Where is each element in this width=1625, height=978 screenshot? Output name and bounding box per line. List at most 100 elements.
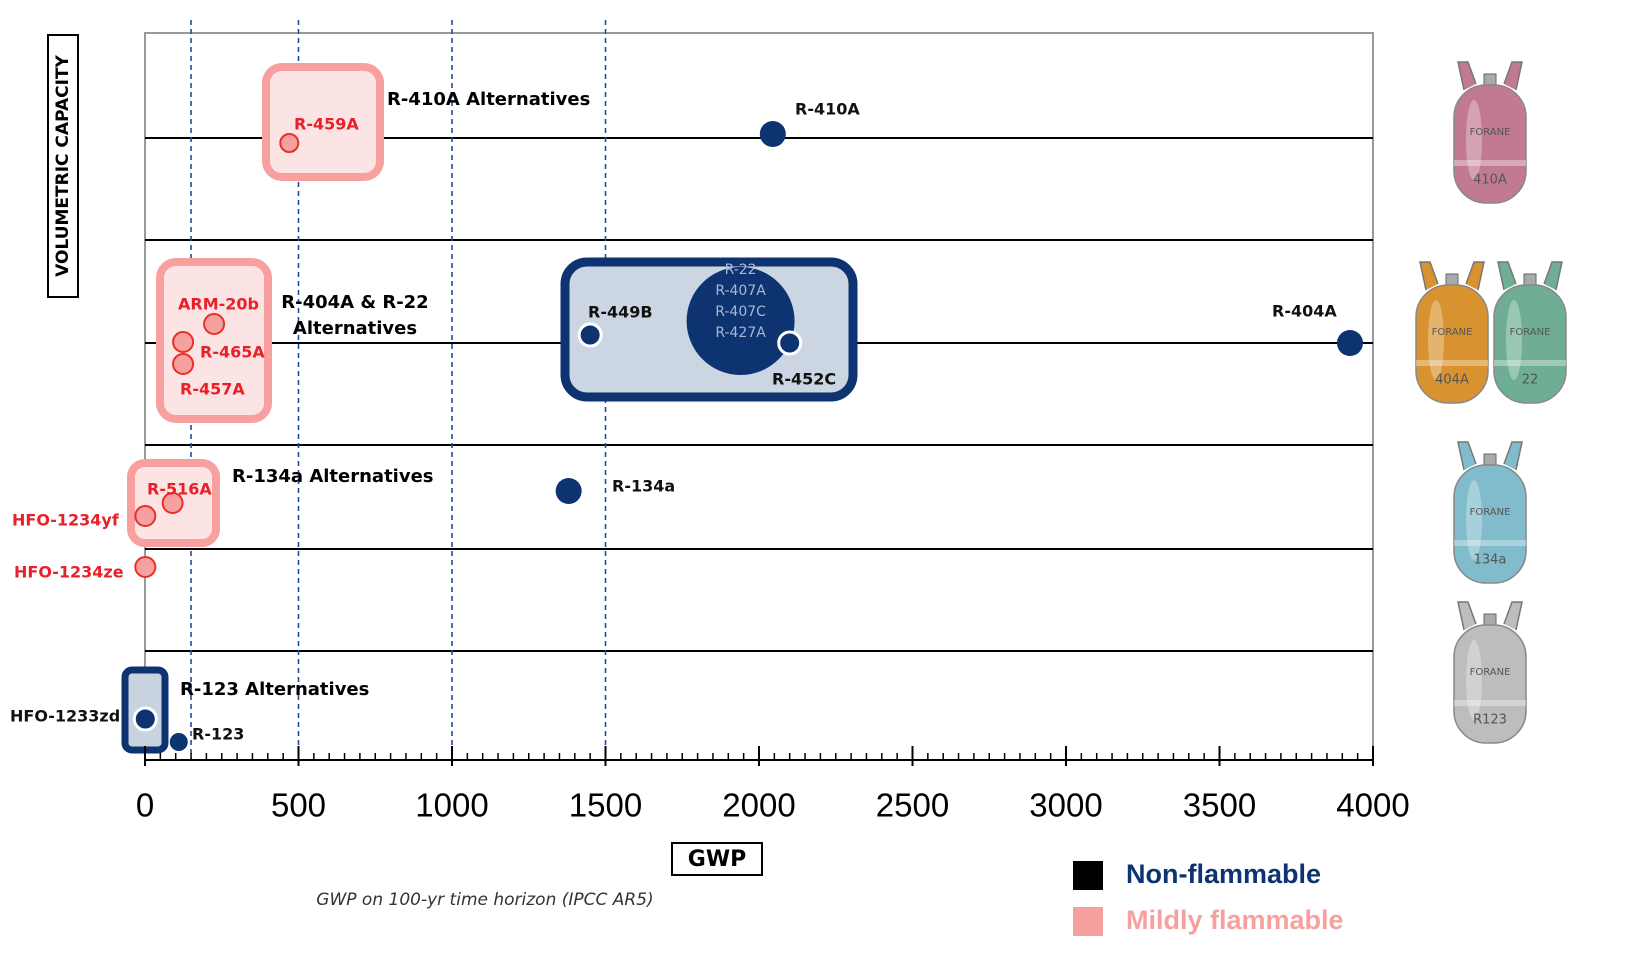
cylinder-handle	[1497, 261, 1563, 291]
cylinder-body	[1415, 284, 1489, 404]
point-label: ARM-20b	[178, 295, 259, 314]
x-tick-label: 2000	[722, 787, 795, 824]
legend: Non-flammable Mildly flammable	[1073, 859, 1344, 936]
group-labels: R-410A Alternatives R-404A & R-22 Alternat…	[180, 89, 590, 700]
cylinder: FORANE 134a	[1453, 441, 1527, 584]
cylinder-body	[1453, 624, 1527, 744]
cylinder-band	[1454, 700, 1526, 706]
cluster-label: R-407A	[715, 283, 766, 299]
cluster-label: R-22	[725, 262, 757, 278]
cluster-label: R-427A	[715, 325, 766, 341]
group-label: R-410A Alternatives	[387, 89, 590, 110]
point	[134, 505, 157, 527]
cylinder-band	[1416, 360, 1488, 366]
data-marks: R-22 R-407A R-407C R-427A R-410A R-449B R-452C…	[10, 100, 1363, 751]
point-label: R-410A	[795, 100, 860, 119]
cylinder: FORANE 22	[1493, 261, 1567, 404]
x-tick-label: 4000	[1336, 787, 1409, 824]
note: GWP on 100-yr time horizon (IPCC AR5)	[316, 890, 653, 910]
y-axis-label: VOLUMETRIC CAPACITY	[53, 54, 73, 276]
point-label: R-457A	[180, 380, 245, 399]
cylinder-brand: FORANE	[1470, 507, 1511, 518]
cylinder-label: 22	[1522, 373, 1539, 388]
point	[1336, 330, 1363, 356]
cylinder-band	[1454, 160, 1526, 166]
cylinder-shine	[1506, 300, 1522, 380]
point-label: R-404A	[1272, 302, 1337, 321]
cylinder-body	[1493, 284, 1567, 404]
point-label: HFO-1234ze	[14, 563, 124, 582]
cylinder-band	[1494, 360, 1566, 366]
legend-swatch	[1073, 861, 1103, 890]
group-box	[156, 258, 272, 423]
legend-swatch	[1073, 907, 1103, 936]
x-tick-label: 500	[271, 787, 326, 824]
cylinder-handle	[1457, 601, 1523, 631]
cylinders: FORANE410AFORANE404AFORANE22FORANE134aFO…	[1415, 61, 1567, 744]
point	[279, 133, 300, 153]
cylinder-handle	[1457, 441, 1523, 471]
cylinder-brand: FORANE	[1470, 127, 1511, 138]
legend-label: Non-flammable	[1126, 859, 1321, 889]
point-label: R-516A	[147, 480, 212, 499]
point-label: R-449B	[588, 303, 653, 322]
cylinder-shine	[1428, 300, 1444, 380]
point	[169, 733, 188, 751]
x-tick-label: 0	[136, 787, 154, 824]
point	[161, 492, 184, 514]
group-label: Alternatives	[293, 318, 417, 339]
point-label: R-459A	[294, 115, 359, 134]
x-axis: 0 500 1000 1500 2000 2500 3000 3500 4000	[136, 746, 1410, 824]
cylinder-handle	[1457, 61, 1523, 91]
cylinder-body	[1453, 464, 1527, 584]
cylinder: FORANE R123	[1453, 601, 1527, 744]
x-tick-label: 2500	[876, 787, 949, 824]
y-label-box	[47, 34, 79, 298]
row-lines	[145, 137, 1373, 652]
x-tick-label: 3500	[1183, 787, 1256, 824]
cylinder-handle	[1419, 261, 1485, 291]
cluster-label: R-407C	[715, 304, 766, 320]
cylinder-label: 134a	[1474, 553, 1507, 568]
point	[172, 331, 195, 353]
point	[172, 353, 195, 375]
point	[577, 322, 603, 348]
group-label: R-134a Alternatives	[232, 466, 434, 487]
cluster-circle	[686, 267, 795, 375]
x-tick-label: 1000	[415, 787, 488, 824]
x-label-box	[671, 842, 763, 876]
point	[203, 313, 226, 335]
cylinder-brand: FORANE	[1470, 667, 1511, 678]
cylinder-body	[1453, 84, 1527, 204]
cylinder-shine	[1466, 480, 1482, 560]
point-label: HFO-1233zd	[10, 707, 120, 726]
x-tick-label: 1500	[569, 787, 642, 824]
cylinder-label: 410A	[1473, 173, 1507, 188]
cylinder-label: 404A	[1435, 373, 1469, 388]
cylinder-brand: FORANE	[1510, 327, 1551, 338]
point-label: R-123	[192, 725, 244, 744]
x-tick-label: 3000	[1029, 787, 1102, 824]
group-label: R-123 Alternatives	[180, 679, 369, 700]
point-label: R-134a	[612, 477, 675, 496]
point-label: R-452C	[772, 370, 836, 389]
cylinder-shine	[1466, 100, 1482, 180]
cylinder-label: R123	[1473, 713, 1507, 728]
point	[134, 556, 157, 578]
point	[132, 706, 158, 732]
point	[555, 478, 582, 504]
cylinder-brand: FORANE	[1432, 327, 1473, 338]
cylinder-band	[1454, 540, 1526, 546]
group-label: R-404A & R-22	[281, 292, 428, 313]
cylinder-shine	[1466, 640, 1482, 720]
legend-label: Mildly flammable	[1126, 905, 1344, 935]
point-label: R-465A	[200, 343, 265, 362]
point	[759, 121, 786, 147]
cylinder: FORANE 410A	[1453, 61, 1527, 204]
point-label: HFO-1234yf	[12, 511, 120, 530]
x-axis-label: GWP	[688, 847, 746, 872]
point	[777, 330, 803, 356]
cylinder: FORANE 404A	[1415, 261, 1489, 404]
